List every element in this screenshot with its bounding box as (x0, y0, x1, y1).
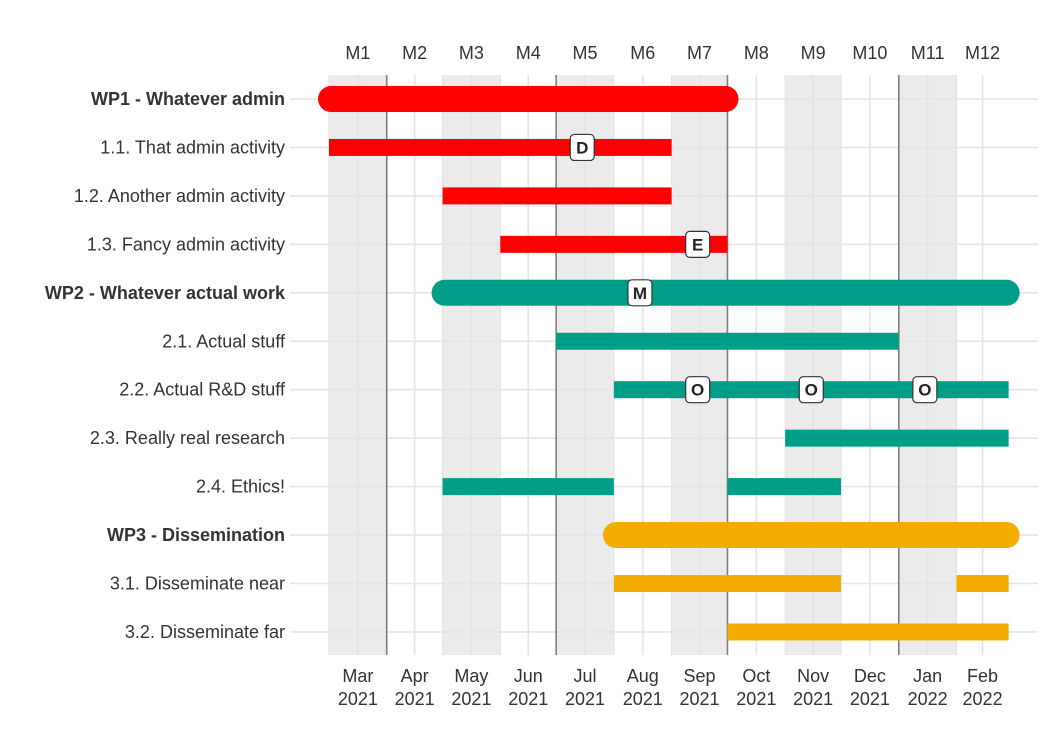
task-label: 3.1. Disseminate near (110, 574, 285, 594)
top-tick-label: M7 (687, 43, 712, 63)
bottom-tick-month: Nov (797, 666, 829, 686)
wp-label: WP3 - Dissemination (107, 525, 285, 545)
bottom-tick-year: 2022 (963, 689, 1003, 709)
bottom-tick-year: 2021 (736, 689, 776, 709)
milestone-box (627, 279, 653, 307)
wp-bar (602, 522, 1020, 549)
task-bar (613, 575, 842, 592)
bottom-tick-month: Oct (742, 666, 770, 686)
task-label: 1.2. Another admin activity (74, 186, 285, 206)
task-bar (329, 138, 672, 156)
top-tick-label: M12 (965, 43, 1000, 63)
wp-label: WP2 - Whatever actual work (45, 283, 286, 303)
task-bar (442, 187, 672, 205)
task-label: 3.2. Disseminate far (125, 622, 285, 642)
task-bar (785, 429, 1009, 447)
task-bar (556, 332, 899, 350)
task-label: 1.1. That admin activity (100, 137, 285, 157)
wp-label: WP1 - Whatever admin (91, 89, 285, 109)
task-label: 2.4. Ethics! (196, 477, 285, 497)
bottom-tick-month: Feb (967, 666, 998, 686)
bottom-tick-month: Apr (401, 666, 429, 686)
bottom-tick-month: Dec (854, 666, 886, 686)
task-label: 1.3. Fancy admin activity (87, 234, 285, 254)
top-tick-label: M5 (573, 43, 598, 63)
task-bar (956, 575, 1009, 592)
milestone-box (912, 376, 938, 404)
task-label: 2.3. Really real research (90, 428, 285, 448)
top-tick-label: M1 (345, 43, 370, 63)
milestone-label: M (633, 284, 647, 303)
bottom-tick-year: 2021 (565, 689, 605, 709)
task-label: 2.1. Actual stuff (162, 331, 286, 351)
bottom-tick-month: May (454, 666, 488, 686)
bottom-tick-year: 2021 (850, 689, 890, 709)
bottom-tick-year: 2022 (908, 689, 948, 709)
bottom-axis-ticks: Mar 2021 Apr 2021 May 2021 Jun 2021 Jul 2021 Aug 20… (338, 666, 1003, 709)
milestone-label: D (576, 138, 588, 157)
bottom-tick-month: Jul (574, 666, 597, 686)
milestone-box (685, 376, 711, 404)
task-labels: WP1 - Whatever admin 1.1. That admin acti… (45, 89, 286, 642)
bottom-tick-year: 2021 (793, 689, 833, 709)
task-bar (442, 478, 614, 496)
task-bar (500, 235, 728, 253)
bottom-tick-year: 2021 (623, 689, 663, 709)
top-tick-label: M9 (801, 43, 826, 63)
top-tick-label: M4 (516, 43, 541, 63)
milestone-label: O (918, 381, 931, 400)
bottom-tick-month: Jun (514, 666, 543, 686)
bottom-tick-year: 2021 (395, 689, 435, 709)
top-tick-label: M2 (402, 43, 427, 63)
bottom-tick-year: 2021 (338, 689, 378, 709)
top-tick-label: M8 (744, 43, 769, 63)
bottom-tick-year: 2021 (680, 689, 720, 709)
top-tick-label: M3 (459, 43, 484, 63)
milestones: D E M O O O (569, 133, 938, 404)
quarter-lines (385, 75, 900, 655)
milestone-box (798, 376, 824, 404)
bottom-tick-year: 2021 (508, 689, 548, 709)
milestone-box (569, 133, 595, 162)
wp-bar (318, 86, 739, 112)
task-label: 2.2. Actual R&D stuff (119, 380, 286, 400)
bottom-tick-month: Mar (342, 666, 373, 686)
milestone-label: E (692, 235, 703, 254)
task-bar (727, 478, 842, 496)
top-tick-label: M10 (852, 43, 887, 63)
bottom-tick-month: Aug (627, 666, 659, 686)
bottom-tick-year: 2021 (451, 689, 491, 709)
milestone-label: O (691, 381, 704, 400)
bottom-tick-month: Jan (913, 666, 942, 686)
bottom-tick-month: Sep (684, 666, 716, 686)
task-bar (727, 623, 1009, 641)
top-axis-ticks: M1 M2 M3 M4 M5 M6 M7 M8 M9 M10 M11 M12 (345, 43, 1000, 63)
milestone-box (685, 230, 711, 258)
top-tick-label: M6 (630, 43, 655, 63)
milestone-label: O (805, 381, 818, 400)
top-tick-label: M11 (911, 43, 945, 63)
wp-bar (431, 279, 1020, 306)
